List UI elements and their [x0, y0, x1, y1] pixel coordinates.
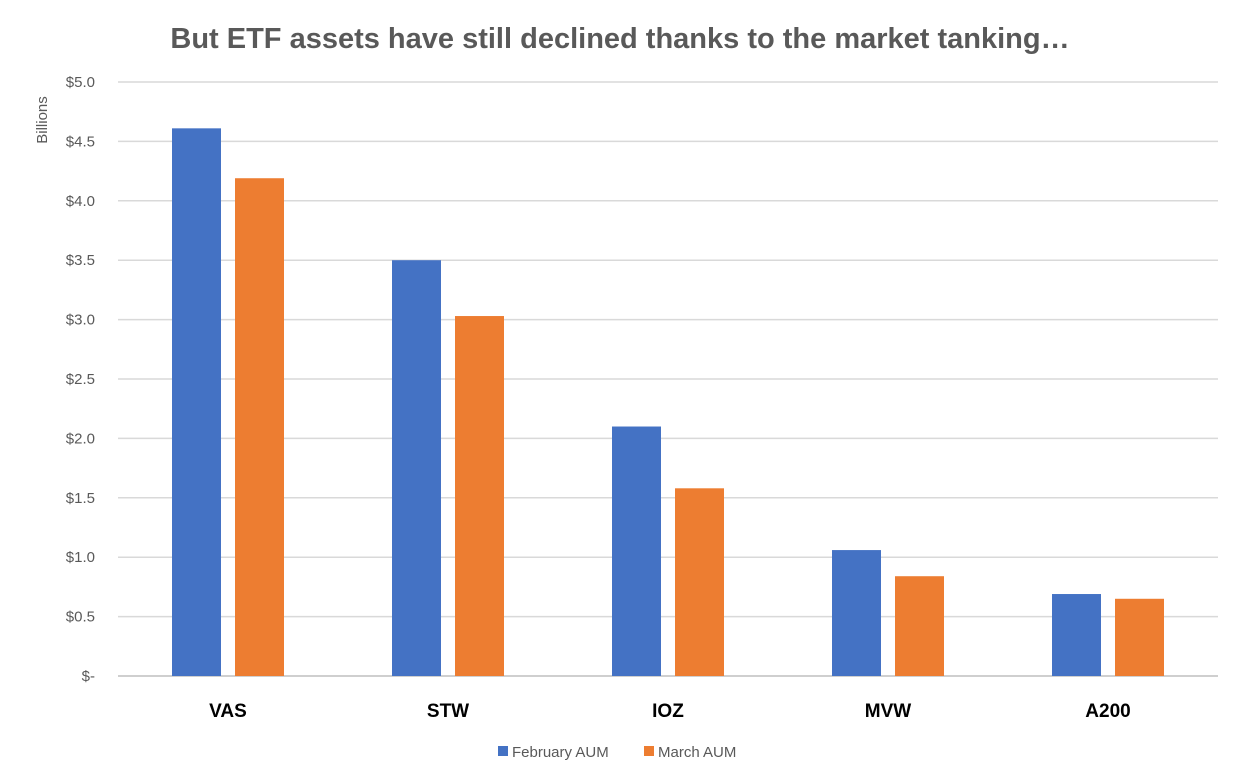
x-category-labels: VAS STW IOZ MVW A200 [209, 701, 1131, 722]
legend-swatch [498, 746, 508, 756]
y-tick-label: $1.5 [66, 490, 95, 507]
bar-stw-february [392, 260, 441, 676]
bar-mvw-march [895, 576, 944, 676]
gridlines [118, 81, 1218, 677]
bar-stw-march [455, 316, 504, 676]
y-axis-label: Billions [34, 96, 51, 144]
bar-ioz-march [675, 488, 724, 676]
chart-title: But ETF assets have still declined thank… [170, 23, 1069, 55]
y-tick-label: $- [82, 668, 95, 685]
bar-vas-march [235, 178, 284, 676]
y-tick-label: $2.0 [66, 430, 95, 447]
y-tick-label: $3.5 [66, 252, 95, 269]
y-tick-label: $4.5 [66, 133, 95, 150]
y-tick-label: $2.5 [66, 371, 95, 388]
y-tick-label: $5.0 [66, 74, 95, 91]
legend-swatch [644, 746, 654, 756]
legend: February AUM March AUM [498, 744, 736, 761]
legend-label: March AUM [658, 744, 736, 761]
bars [172, 128, 1164, 676]
y-tick-label: $3.0 [66, 312, 95, 329]
bar-a200-february [1052, 594, 1101, 676]
y-tick-label: $4.0 [66, 193, 95, 210]
x-category-label: MVW [865, 701, 912, 722]
y-tick-label: $0.5 [66, 609, 95, 626]
x-category-label: IOZ [652, 701, 684, 722]
bar-a200-march [1115, 598, 1164, 676]
bar-ioz-february [612, 426, 661, 676]
x-category-label: A200 [1085, 701, 1130, 722]
y-tick-labels: $- $0.5 $1.0 $1.5 $2.0 $2.5 $3.0 $3.5 $4.0 $4.5 $5… [66, 74, 95, 685]
y-tick-label: $1.0 [66, 549, 95, 566]
bar-mvw-february [832, 550, 881, 676]
x-category-label: VAS [209, 701, 247, 722]
bar-vas-february [172, 128, 221, 676]
legend-label: February AUM [512, 744, 609, 761]
x-category-label: STW [427, 701, 469, 722]
